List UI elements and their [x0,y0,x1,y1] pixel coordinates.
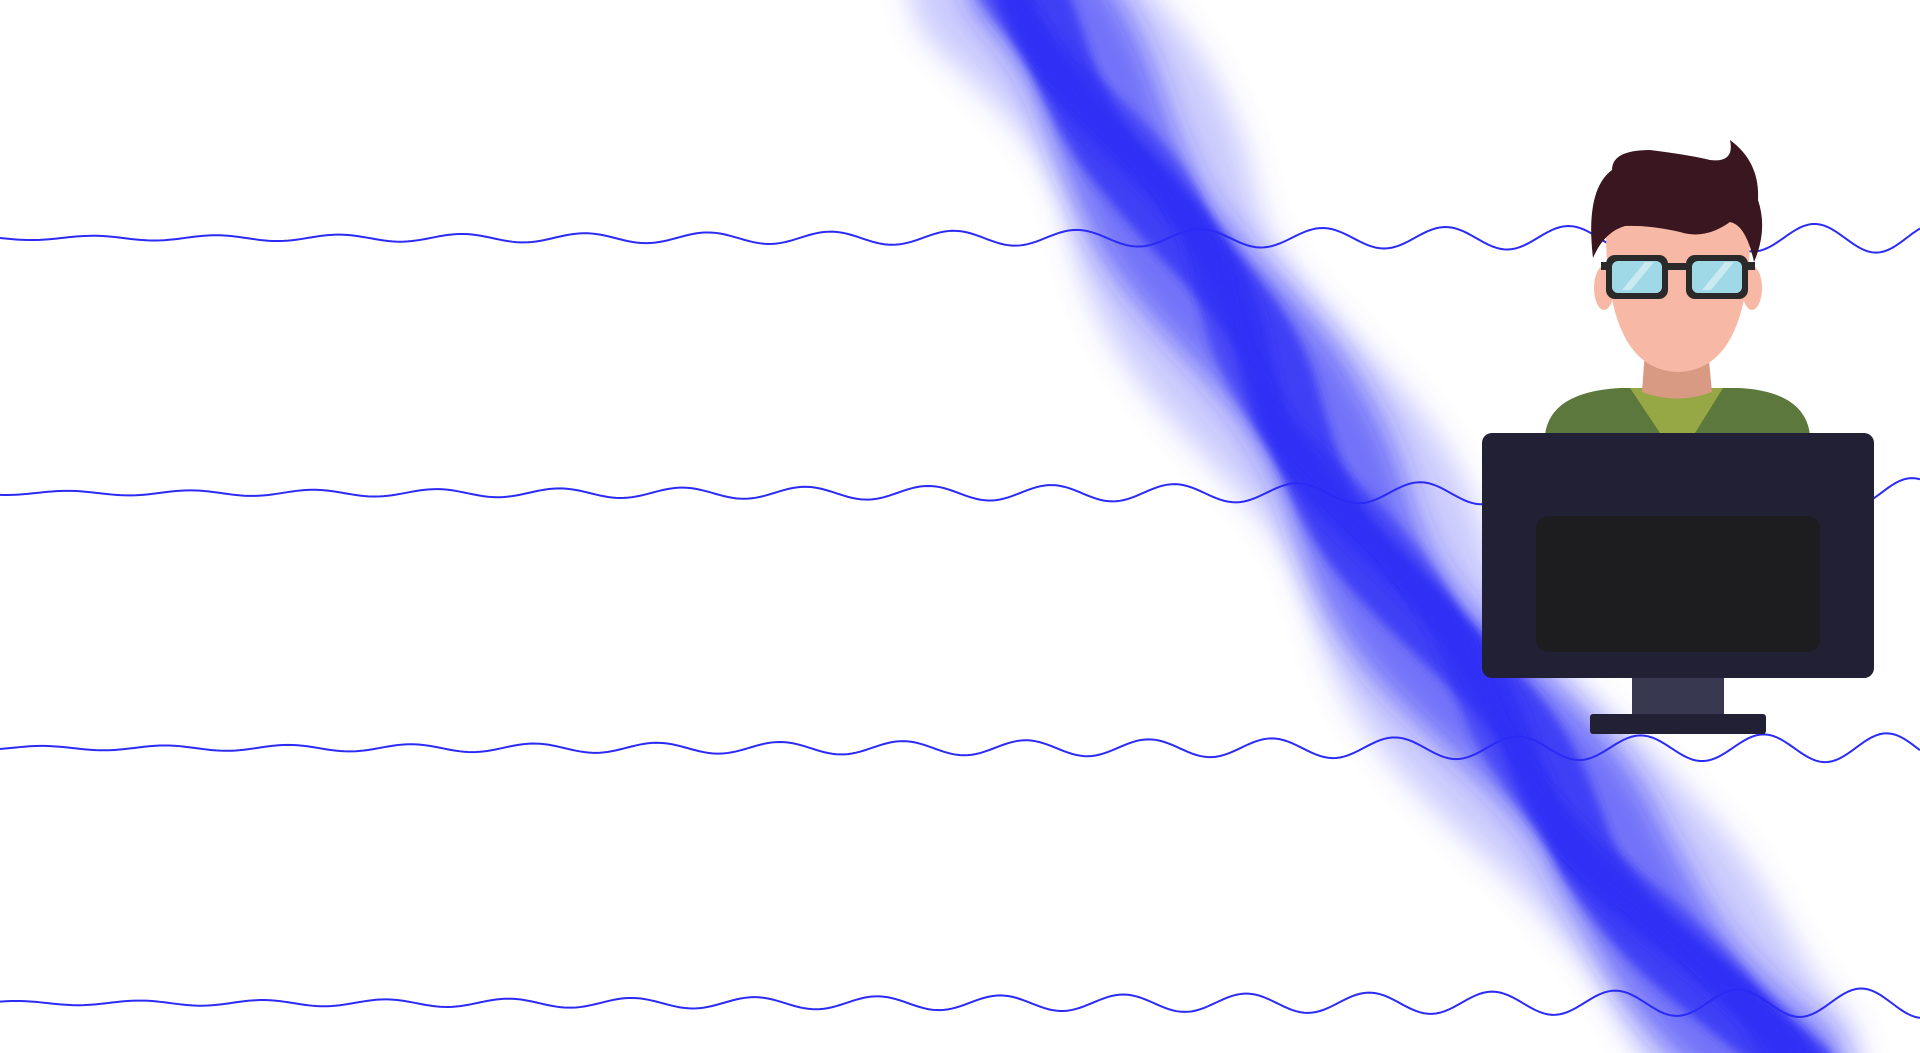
band-stroke [981,0,1799,1053]
monitor-screen [1536,516,1820,652]
hair-shape [1591,140,1763,262]
collar-shape [1630,388,1723,433]
monitor-stand [1632,678,1724,716]
face-shape [1606,198,1750,372]
monitor-base [1590,714,1766,734]
diagonal-blur-band [910,0,1861,1053]
wave-line [0,987,1920,1019]
glasses-icon [1601,255,1755,299]
wave-line [0,732,1920,764]
